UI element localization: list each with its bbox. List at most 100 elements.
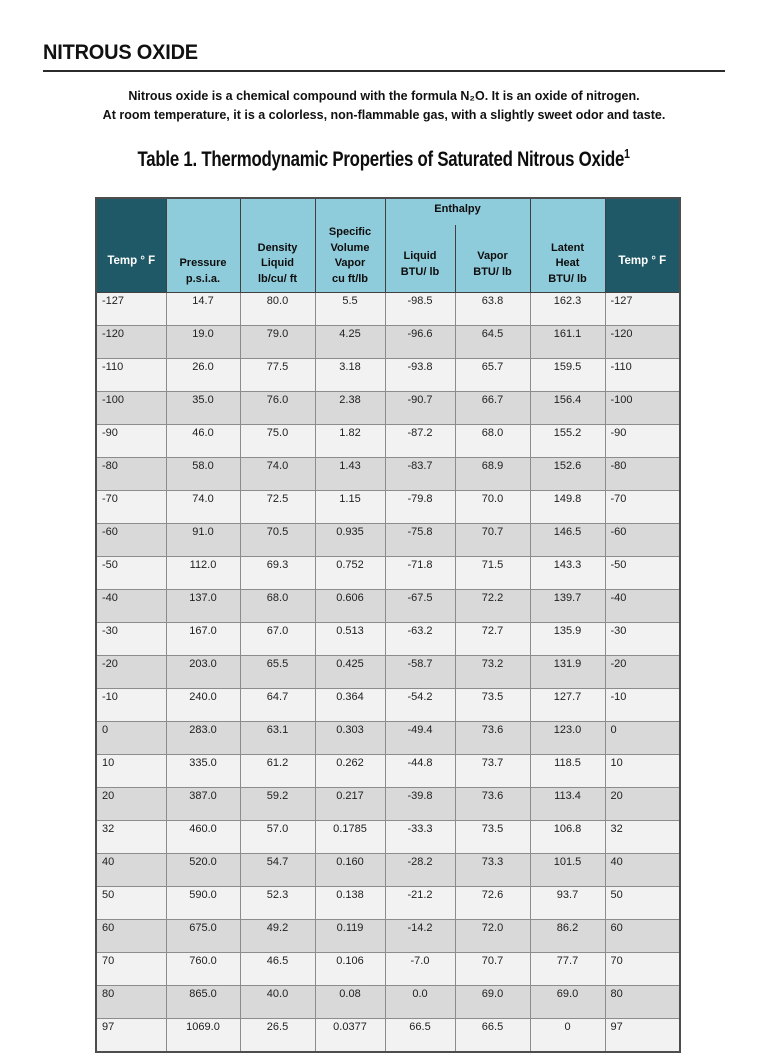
cell-enthalpy-vapor: 73.6 bbox=[454, 787, 531, 821]
table-title: Table 1. Thermodynamic Properties of Sat… bbox=[137, 146, 631, 171]
cell-pressure: 675.0 bbox=[165, 919, 241, 953]
cell-pressure: 520.0 bbox=[165, 853, 241, 887]
cell-specific-volume: 0.425 bbox=[314, 655, 386, 689]
cell-temp-right: -100 bbox=[604, 391, 681, 425]
cell-pressure: 19.0 bbox=[165, 325, 241, 359]
header-enthalpy: Enthalpy bbox=[384, 197, 531, 225]
cell-pressure: 760.0 bbox=[165, 952, 241, 986]
cell-enthalpy-vapor: 73.3 bbox=[454, 853, 531, 887]
cell-specific-volume: 1.15 bbox=[314, 490, 386, 524]
cell-enthalpy-liquid: -87.2 bbox=[384, 424, 456, 458]
cell-specific-volume: 0.217 bbox=[314, 787, 386, 821]
cell-temp-left: -70 bbox=[95, 490, 167, 524]
cell-enthalpy-vapor: 68.0 bbox=[454, 424, 531, 458]
table-title-footnote-marker: 1 bbox=[624, 146, 631, 161]
cell-density: 74.0 bbox=[239, 457, 316, 491]
cell-density: 40.0 bbox=[239, 985, 316, 1019]
cell-density: 49.2 bbox=[239, 919, 316, 953]
cell-pressure: 26.0 bbox=[165, 358, 241, 392]
cell-temp-right: 10 bbox=[604, 754, 681, 788]
cell-temp-left: -50 bbox=[95, 556, 167, 590]
cell-specific-volume: 0.119 bbox=[314, 919, 386, 953]
cell-density: 77.5 bbox=[239, 358, 316, 392]
intro-line1: Nitrous oxide is a chemical compound wit… bbox=[0, 87, 768, 106]
cell-enthalpy-liquid: -63.2 bbox=[384, 622, 456, 656]
cell-temp-left: -90 bbox=[95, 424, 167, 458]
cell-temp-left: -110 bbox=[95, 358, 167, 392]
cell-density: 57.0 bbox=[239, 820, 316, 854]
table-row: 40 520.0 54.7 0.160 -28.2 73.3 101.5 40 bbox=[95, 853, 681, 887]
cell-enthalpy-liquid: 0.0 bbox=[384, 985, 456, 1019]
cell-temp-right: -20 bbox=[604, 655, 681, 689]
cell-latent-heat: 161.1 bbox=[529, 325, 606, 359]
cell-temp-right: 32 bbox=[604, 820, 681, 854]
table-row: 80 865.0 40.0 0.08 0.0 69.0 69.0 80 bbox=[95, 985, 681, 1019]
cell-pressure: 865.0 bbox=[165, 985, 241, 1019]
cell-enthalpy-liquid: -93.8 bbox=[384, 358, 456, 392]
intro-line2: At room temperature, it is a colorless, … bbox=[102, 108, 666, 122]
table-header: Temp ° F Pressure p.s.i.a. Density Liqui… bbox=[95, 197, 681, 293]
cell-enthalpy-liquid: -39.8 bbox=[384, 787, 456, 821]
cell-density: 68.0 bbox=[239, 589, 316, 623]
cell-specific-volume: 0.752 bbox=[314, 556, 386, 590]
cell-temp-left: -30 bbox=[95, 622, 167, 656]
cell-latent-heat: 93.7 bbox=[529, 886, 606, 920]
cell-density: 76.0 bbox=[239, 391, 316, 425]
cell-temp-right: 70 bbox=[604, 952, 681, 986]
cell-temp-right: -50 bbox=[604, 556, 681, 590]
header-enthalpy-vapor: Vapor BTU/ lb bbox=[454, 225, 531, 293]
cell-specific-volume: 5.5 bbox=[314, 292, 386, 326]
cell-enthalpy-liquid: -14.2 bbox=[384, 919, 456, 953]
table-row: -10 240.0 64.7 0.364 -54.2 73.5 127.7 -10 bbox=[95, 688, 681, 722]
cell-pressure: 460.0 bbox=[165, 820, 241, 854]
header-specific-volume: Specific Volume Vapor cu ft/lb bbox=[314, 197, 386, 293]
cell-specific-volume: 0.935 bbox=[314, 523, 386, 557]
cell-temp-right: -90 bbox=[604, 424, 681, 458]
cell-enthalpy-vapor: 68.9 bbox=[454, 457, 531, 491]
cell-latent-heat: 159.5 bbox=[529, 358, 606, 392]
cell-temp-left: 50 bbox=[95, 886, 167, 920]
header-temp-left: Temp ° F bbox=[95, 197, 167, 293]
cell-enthalpy-vapor: 65.7 bbox=[454, 358, 531, 392]
cell-latent-heat: 127.7 bbox=[529, 688, 606, 722]
cell-density: 69.3 bbox=[239, 556, 316, 590]
cell-temp-left: -80 bbox=[95, 457, 167, 491]
cell-specific-volume: 0.106 bbox=[314, 952, 386, 986]
intro-paragraph: Nitrous oxide is a chemical compound wit… bbox=[0, 87, 768, 125]
cell-latent-heat: 113.4 bbox=[529, 787, 606, 821]
cell-temp-left: -60 bbox=[95, 523, 167, 557]
cell-enthalpy-liquid: -44.8 bbox=[384, 754, 456, 788]
cell-enthalpy-liquid: -71.8 bbox=[384, 556, 456, 590]
cell-specific-volume: 1.43 bbox=[314, 457, 386, 491]
table-row: -70 74.0 72.5 1.15 -79.8 70.0 149.8 -70 bbox=[95, 490, 681, 524]
cell-enthalpy-vapor: 73.2 bbox=[454, 655, 531, 689]
table-row: -127 14.7 80.0 5.5 -98.5 63.8 162.3 -127 bbox=[95, 292, 681, 326]
intro-line1-rest: is a chemical compound with the formula … bbox=[208, 89, 640, 103]
cell-temp-left: -100 bbox=[95, 391, 167, 425]
cell-density: 52.3 bbox=[239, 886, 316, 920]
cell-latent-heat: 155.2 bbox=[529, 424, 606, 458]
cell-latent-heat: 143.3 bbox=[529, 556, 606, 590]
intro-lead: Nitrous oxide bbox=[128, 89, 209, 103]
cell-enthalpy-liquid: -58.7 bbox=[384, 655, 456, 689]
cell-temp-right: 40 bbox=[604, 853, 681, 887]
cell-enthalpy-liquid: -75.8 bbox=[384, 523, 456, 557]
cell-temp-right: -110 bbox=[604, 358, 681, 392]
cell-enthalpy-vapor: 72.2 bbox=[454, 589, 531, 623]
cell-temp-left: -10 bbox=[95, 688, 167, 722]
cell-pressure: 46.0 bbox=[165, 424, 241, 458]
table-row: 32 460.0 57.0 0.1785 -33.3 73.5 106.8 32 bbox=[95, 820, 681, 854]
cell-temp-right: -60 bbox=[604, 523, 681, 557]
table-title-wrap: Table 1. Thermodynamic Properties of Sat… bbox=[0, 146, 768, 172]
cell-specific-volume: 0.303 bbox=[314, 721, 386, 755]
table-row: 70 760.0 46.5 0.106 -7.0 70.7 77.7 70 bbox=[95, 952, 681, 986]
table-row: -50 112.0 69.3 0.752 -71.8 71.5 143.3 -50 bbox=[95, 556, 681, 590]
cell-enthalpy-vapor: 73.5 bbox=[454, 820, 531, 854]
page-title: NITROUS OXIDE bbox=[43, 41, 198, 64]
cell-temp-right: -120 bbox=[604, 325, 681, 359]
table-row: -110 26.0 77.5 3.18 -93.8 65.7 159.5 -110 bbox=[95, 358, 681, 392]
cell-density: 65.5 bbox=[239, 655, 316, 689]
cell-specific-volume: 0.513 bbox=[314, 622, 386, 656]
table-row: -90 46.0 75.0 1.82 -87.2 68.0 155.2 -90 bbox=[95, 424, 681, 458]
cell-enthalpy-vapor: 71.5 bbox=[454, 556, 531, 590]
